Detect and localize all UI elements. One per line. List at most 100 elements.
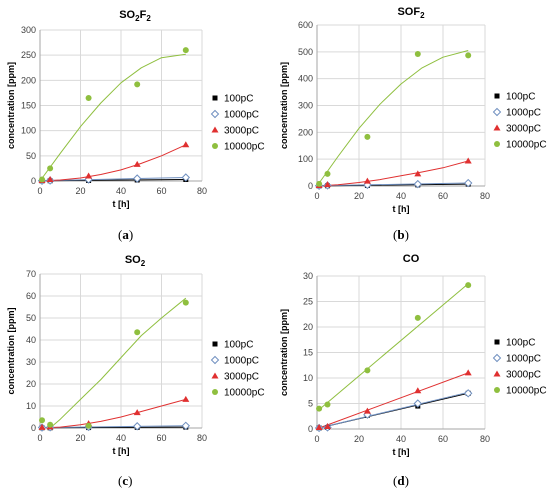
y-axis-label: concentration [ppm] bbox=[6, 62, 16, 149]
data-point-3000pC bbox=[464, 157, 472, 164]
data-point-3000pC bbox=[46, 175, 54, 182]
trendline-10000pC bbox=[316, 50, 469, 187]
trendline-1000pC bbox=[319, 182, 469, 187]
chart-title: SO2 bbox=[125, 254, 146, 268]
data-point-1000pC bbox=[463, 178, 473, 188]
data-point-1000pC bbox=[181, 173, 191, 182]
legend-marker-1000pC bbox=[492, 353, 502, 363]
legend-entry-3000pC: 3000pC bbox=[506, 124, 541, 135]
x-tick-label: 40 bbox=[396, 434, 406, 444]
y-tick-label: 30 bbox=[303, 271, 313, 281]
chart-title: CO bbox=[403, 253, 420, 265]
data-point-3000pC bbox=[182, 395, 190, 402]
y-tick-label: 0 bbox=[308, 181, 313, 191]
data-point-3000pC bbox=[414, 387, 422, 394]
trendline-10000pC bbox=[49, 297, 187, 429]
y-tick-label: 20 bbox=[26, 379, 36, 389]
data-point-10000pC bbox=[134, 81, 141, 88]
legend-marker-100pC bbox=[212, 95, 218, 101]
trendline-10000pC bbox=[39, 53, 186, 182]
x-axis-label: t [h] bbox=[113, 199, 130, 209]
data-point-3000pC bbox=[182, 141, 190, 148]
legend-entry-1000pC: 1000pC bbox=[506, 354, 541, 365]
legend-marker-10000pC bbox=[494, 141, 500, 147]
data-point-3000pC bbox=[414, 170, 422, 177]
y-tick-label: 200 bbox=[21, 75, 36, 85]
legend-marker-1000pC bbox=[210, 355, 220, 365]
data-point-3000pC bbox=[315, 423, 323, 430]
trendline-1000pC bbox=[41, 177, 186, 182]
y-axis-label: concentration [ppm] bbox=[279, 62, 289, 149]
legend-entry-100pC: 100pC bbox=[506, 338, 535, 349]
data-point-10000pC bbox=[324, 170, 331, 177]
y-tick-label: 10 bbox=[26, 401, 36, 411]
y-tick-label: 500 bbox=[298, 47, 313, 57]
panel-label-a: (a) bbox=[118, 227, 134, 242]
x-tick-label: 20 bbox=[75, 186, 85, 196]
x-tick-label: 60 bbox=[156, 433, 166, 443]
y-tick-label: 200 bbox=[298, 127, 313, 137]
data-point-10000pC bbox=[364, 367, 371, 374]
y-tick-label: 20 bbox=[303, 322, 313, 332]
legend-entry-1000pC: 1000pC bbox=[506, 108, 541, 119]
data-point-3000pC bbox=[324, 181, 331, 188]
data-point-3000pC bbox=[464, 369, 472, 376]
data-point-10000pC bbox=[465, 52, 472, 59]
trendline-3000pC bbox=[316, 160, 469, 187]
trendline-3000pC bbox=[39, 398, 186, 429]
data-point-10000pC bbox=[182, 47, 189, 54]
legend-marker-3000pC bbox=[211, 372, 219, 379]
data-point-10000pC bbox=[47, 165, 54, 172]
data-point-10000pC bbox=[85, 422, 92, 429]
x-tick-label: 40 bbox=[116, 433, 126, 443]
legend-marker-100pC bbox=[494, 339, 500, 345]
y-tick-label: 300 bbox=[298, 101, 313, 111]
x-axis-label: t [h] bbox=[113, 446, 130, 456]
x-tick-label: 60 bbox=[438, 191, 448, 201]
data-point-10000pC bbox=[316, 180, 323, 187]
x-tick-label: 60 bbox=[156, 186, 166, 196]
legend-marker-3000pC bbox=[493, 124, 501, 131]
legend-entry-3000pC: 3000pC bbox=[224, 372, 259, 383]
legend-entry-10000pC: 10000pC bbox=[224, 388, 265, 399]
legend-entry-10000pC: 10000pC bbox=[506, 386, 547, 397]
data-point-10000pC bbox=[47, 421, 54, 428]
legend-marker-1000pC bbox=[210, 109, 220, 119]
data-point-10000pC bbox=[39, 417, 46, 424]
y-tick-label: 150 bbox=[21, 101, 36, 111]
data-point-3000pC bbox=[133, 160, 141, 167]
data-point-10000pC bbox=[316, 405, 323, 412]
y-tick-label: 40 bbox=[26, 335, 36, 345]
legend-marker-3000pC bbox=[211, 126, 219, 133]
data-point-3000pC bbox=[133, 409, 141, 416]
trendline-1000pC bbox=[41, 425, 186, 429]
y-tick-label: 50 bbox=[26, 313, 36, 323]
y-tick-label: 600 bbox=[298, 20, 313, 30]
x-tick-label: 80 bbox=[480, 434, 490, 444]
data-point-1000pC bbox=[132, 174, 142, 183]
y-tick-label: 300 bbox=[21, 25, 36, 35]
y-axis-label: concentration [ppm] bbox=[279, 309, 289, 396]
data-point-1000pC bbox=[132, 422, 142, 431]
x-tick-label: 0 bbox=[314, 191, 319, 201]
chart-3: 0 20 40 60 80 0 10 20 30 40 50 60 70 SO2 t [h] concentr… bbox=[6, 254, 265, 456]
legend-entry-3000pC: 3000pC bbox=[506, 370, 541, 381]
data-point-3000pC bbox=[85, 172, 93, 179]
data-point-10000pC bbox=[364, 133, 371, 140]
data-point-1000pC bbox=[413, 179, 423, 189]
y-tick-label: 100 bbox=[298, 154, 313, 164]
data-point-10000pC bbox=[414, 314, 421, 321]
data-point-1000pC bbox=[463, 389, 473, 398]
data-point-1000pC bbox=[181, 421, 191, 431]
legend-entry-3000pC: 3000pC bbox=[224, 126, 259, 137]
y-tick-label: 0 bbox=[31, 176, 36, 186]
legend-entry-100pC: 100pC bbox=[224, 94, 253, 105]
y-tick-label: 60 bbox=[26, 291, 36, 301]
x-tick-label: 60 bbox=[438, 434, 448, 444]
data-point-10000pC bbox=[414, 50, 421, 57]
y-tick-label: 70 bbox=[26, 269, 36, 279]
trendline-10000pC bbox=[318, 283, 469, 410]
panel-label-b: (b) bbox=[393, 227, 409, 242]
legend-entry-1000pC: 1000pC bbox=[224, 110, 259, 121]
x-tick-label: 20 bbox=[354, 434, 364, 444]
